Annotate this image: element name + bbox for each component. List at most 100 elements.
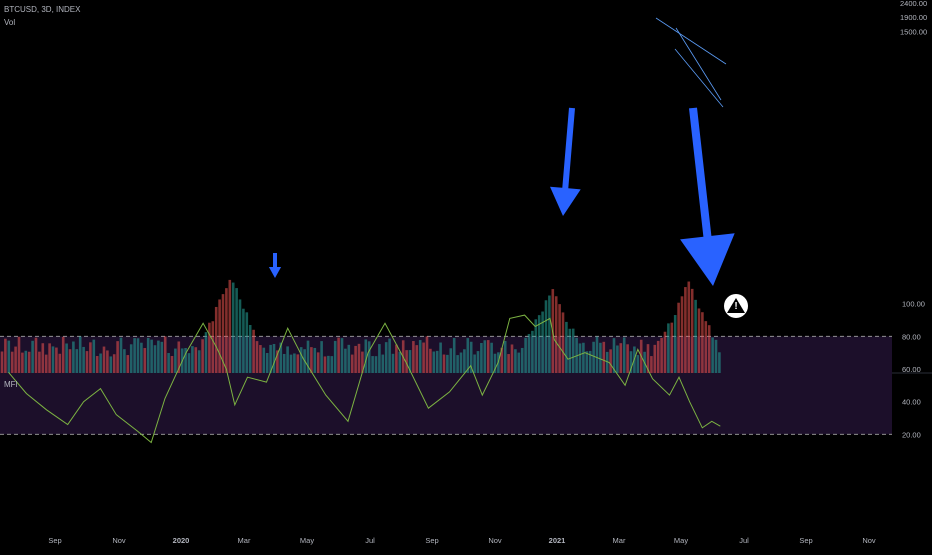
volume-bar — [201, 339, 204, 373]
volume-bar — [673, 315, 677, 373]
volume-bar — [211, 321, 215, 373]
volume-bar — [493, 353, 497, 373]
volume-bar — [452, 338, 456, 373]
time-tick-label: Jul — [365, 536, 375, 545]
arrow-down-2021-01 — [550, 107, 581, 216]
volume-bar — [92, 339, 96, 373]
volume-bar — [306, 340, 310, 373]
volume-bar — [17, 336, 21, 373]
volume-bar — [313, 347, 317, 373]
volume-bar — [316, 352, 320, 373]
volume-bar — [197, 350, 201, 373]
volume-bar — [170, 356, 174, 373]
volume-bar — [31, 340, 34, 373]
volume-bar — [112, 354, 116, 373]
volume-bar — [136, 338, 140, 373]
volume-bar — [697, 308, 701, 373]
volume-bar — [412, 341, 415, 373]
volume-bar — [714, 339, 718, 373]
volume-bar — [592, 341, 595, 373]
volume-bar — [146, 337, 150, 373]
volume-bar — [272, 343, 276, 373]
mfi-tick-label: 40.00 — [902, 398, 921, 407]
volume-bar — [282, 353, 286, 373]
volume-bar — [48, 343, 51, 373]
arrow-down-2021-05 — [680, 107, 735, 286]
volume-bar — [333, 340, 337, 373]
time-tick-label: Nov — [488, 536, 502, 545]
volume-bar — [214, 306, 218, 373]
volume-bar — [228, 279, 232, 373]
time-tick-label: May — [674, 536, 688, 545]
volume-bar — [391, 353, 395, 373]
time-tick-label: 2020 — [173, 536, 190, 545]
time-tick-label: Mar — [238, 536, 251, 545]
volume-bar — [602, 341, 606, 373]
volume-bar — [218, 299, 221, 373]
volume-bar — [582, 342, 585, 373]
mfi-tick-label: 20.00 — [902, 430, 921, 439]
volume-bar — [208, 322, 211, 373]
volume-bar — [381, 354, 385, 373]
volume-bar — [51, 346, 55, 373]
volume-bar — [157, 340, 160, 373]
volume-bar — [374, 356, 378, 373]
volume-bar — [327, 355, 330, 373]
warning-icon: ! — [724, 294, 748, 318]
volume-bar — [310, 347, 313, 373]
channel-line-3 — [674, 48, 724, 108]
volume-bar — [565, 321, 568, 373]
volume-bar — [350, 354, 354, 373]
volume-bar — [650, 356, 653, 373]
volume-bar — [106, 350, 109, 373]
volume-bar — [609, 349, 612, 373]
volume-bar — [463, 349, 466, 373]
volume-bar — [102, 346, 106, 373]
time-tick-label: Sep — [799, 536, 812, 545]
volume-bar — [95, 356, 99, 373]
volume-bar — [690, 288, 694, 373]
chart-symbol-title: BTCUSD, 3D, INDEX — [4, 5, 81, 14]
mfi-legend-label: MFI — [4, 380, 18, 389]
volume-bar — [537, 315, 541, 373]
volume-bar — [4, 338, 7, 373]
volume-bar — [367, 341, 371, 373]
volume-bar — [619, 343, 623, 373]
volume-bar — [626, 344, 629, 373]
volume-bar — [660, 337, 663, 373]
volume-bar — [174, 348, 177, 373]
volume-bar — [694, 299, 697, 373]
price-tick-label: 1900.00 — [900, 13, 927, 22]
volume-bar — [629, 351, 633, 373]
volume-bar — [599, 342, 602, 373]
volume-bar — [163, 336, 167, 373]
volume-bar — [177, 341, 181, 373]
volume-bar — [242, 308, 245, 373]
volume-bar — [663, 331, 667, 373]
volume-bar — [466, 338, 470, 373]
volume-bar — [531, 330, 534, 373]
volume-bar — [473, 354, 476, 373]
volume-bar — [684, 287, 687, 373]
volume-bar — [364, 339, 368, 373]
volume-bar — [718, 352, 721, 373]
volume-bar — [701, 312, 704, 373]
volume-bar — [469, 341, 473, 373]
volume-bar — [265, 353, 269, 373]
volume-bar — [191, 346, 194, 373]
volume-bar — [293, 353, 296, 373]
volume-bar — [544, 300, 548, 373]
volume-bar — [435, 350, 439, 373]
volume-bar — [109, 356, 113, 373]
volume-bar — [194, 347, 198, 373]
volume-bar — [595, 336, 599, 373]
volume-bar — [446, 354, 449, 373]
volume-bar — [541, 311, 544, 373]
volume-bar — [167, 353, 170, 373]
volume-bar — [235, 288, 238, 373]
mfi-tick-label: 60.00 — [902, 365, 921, 374]
volume-bar — [248, 324, 252, 373]
time-tick-label: 2021 — [549, 536, 566, 545]
volume-bar — [612, 338, 616, 373]
